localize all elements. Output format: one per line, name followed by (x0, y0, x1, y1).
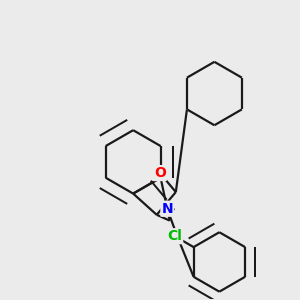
Text: Cl: Cl (167, 229, 182, 243)
Text: O: O (154, 166, 166, 180)
Text: N: N (161, 202, 173, 216)
